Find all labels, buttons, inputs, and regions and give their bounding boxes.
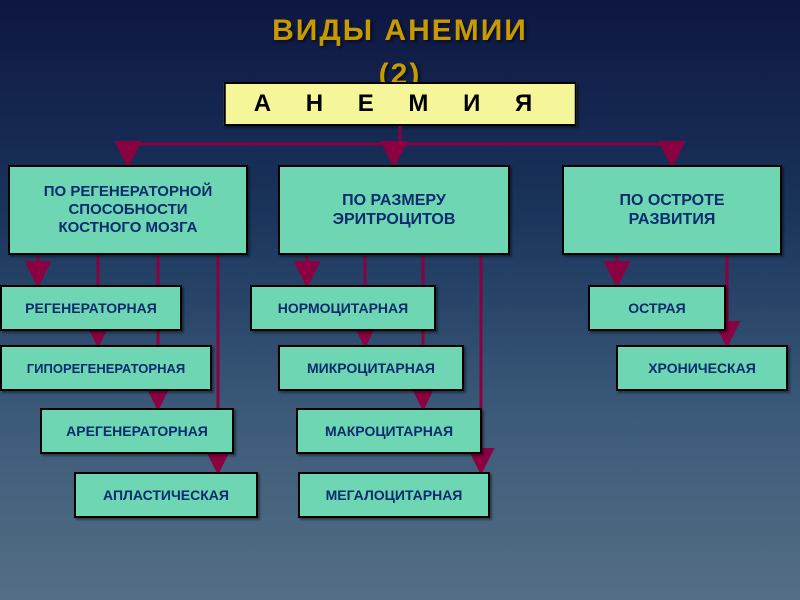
leaf-regen-1: РЕГЕНЕРАТОРНАЯ bbox=[0, 285, 182, 331]
cat-size: ПО РАЗМЕРУЭРИТРОЦИТОВ bbox=[278, 165, 510, 255]
leaf-size-1: НОРМОЦИТАРНАЯ bbox=[250, 285, 436, 331]
leaf-size-3: МАКРОЦИТАРНАЯ bbox=[296, 408, 482, 454]
slide-title-line1: ВИДЫ АНЕМИИ bbox=[0, 14, 800, 48]
leaf-size-2: МИКРОЦИТАРНАЯ bbox=[278, 345, 464, 391]
leaf-size-4: МЕГАЛОЦИТАРНАЯ bbox=[298, 472, 490, 518]
cat-acute: ПО ОСТРОТЕРАЗВИТИЯ bbox=[562, 165, 782, 255]
cat-regen: ПО РЕГЕНЕРАТОРНОЙСПОСОБНОСТИКОСТНОГО МОЗ… bbox=[8, 165, 248, 255]
leaf-acute-2: ХРОНИЧЕСКАЯ bbox=[616, 345, 788, 391]
root-label: А Н Е М И Я bbox=[254, 90, 547, 117]
leaf-regen-3: АРЕГЕНЕРАТОРНАЯ bbox=[40, 408, 234, 454]
leaf-regen-4: АПЛАСТИЧЕСКАЯ bbox=[74, 472, 258, 518]
root-node: А Н Е М И Я bbox=[224, 82, 577, 126]
slide: ВИДЫ АНЕМИИ (2) А Н Е М И Я ПО РЕГЕНЕРАТ… bbox=[0, 0, 800, 600]
leaf-regen-2: ГИПОРЕГЕНЕРАТОРНАЯ bbox=[0, 345, 212, 391]
leaf-acute-1: ОСТРАЯ bbox=[588, 285, 726, 331]
